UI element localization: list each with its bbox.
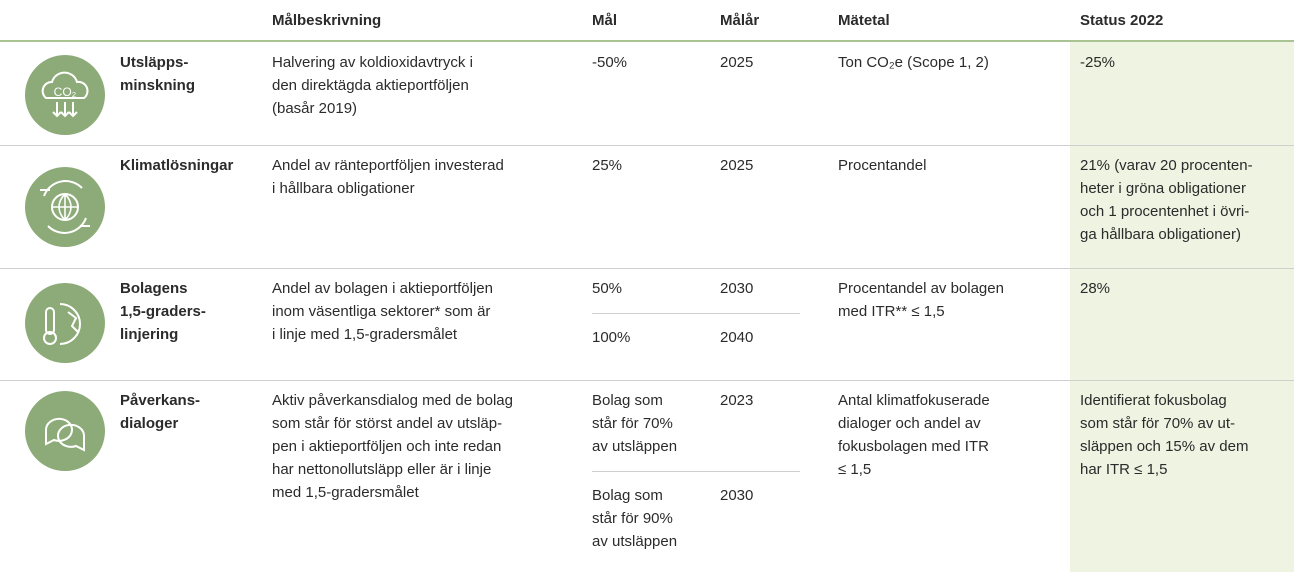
column-header: Mätetal bbox=[838, 12, 890, 29]
goal-target: 25% bbox=[592, 157, 623, 174]
goal-description: som står för störst andel av utsläp- bbox=[272, 415, 503, 432]
row-separator bbox=[0, 268, 1294, 269]
goal-status: ga hållbara obligationer) bbox=[1080, 226, 1241, 243]
goal-target: av utsläppen bbox=[592, 533, 678, 550]
goal-status: släppen och 15% av dem bbox=[1080, 438, 1249, 455]
row-separator bbox=[0, 380, 1294, 381]
goal-description: med 1,5-gradersmålet bbox=[272, 484, 419, 501]
goal-target: av utsläppen bbox=[592, 438, 678, 455]
goal-metric: ≤ 1,5 bbox=[838, 461, 872, 478]
goal-description: inom väsentliga sektorer* som är bbox=[272, 303, 491, 320]
column-header: Målbeskrivning bbox=[272, 12, 382, 29]
goal-year: 2030 bbox=[720, 487, 754, 504]
svg-text:CO₂: CO₂ bbox=[54, 85, 77, 99]
goal-metric: dialoger och andel av bbox=[838, 415, 981, 432]
goal-name: Utsläpps- bbox=[120, 54, 189, 71]
column-header: Status 2022 bbox=[1080, 12, 1164, 29]
goal-status: 28% bbox=[1080, 280, 1111, 297]
status-background bbox=[1070, 42, 1294, 572]
row-separator bbox=[0, 145, 1294, 146]
icon-alignment bbox=[25, 283, 105, 363]
icon-climate-solutions bbox=[25, 167, 105, 247]
goal-description: har nettonollutsläpp eller är i linje bbox=[272, 461, 492, 478]
goal-target: -50% bbox=[592, 54, 628, 71]
icon-emissions: CO₂ bbox=[25, 55, 105, 135]
goal-name: Påverkans- bbox=[120, 392, 201, 409]
goal-status: 21% (varav 20 procenten- bbox=[1080, 157, 1253, 174]
goal-target: står för 70% bbox=[592, 415, 673, 432]
goal-target: 50% bbox=[592, 280, 623, 297]
goal-metric: Antal klimatfokuserade bbox=[838, 392, 990, 409]
goal-description: den direktägda aktieportföljen bbox=[272, 77, 469, 94]
icon-dialogue bbox=[25, 391, 105, 471]
goal-metric: Procentandel av bolagen bbox=[838, 280, 1004, 297]
goal-status: -25% bbox=[1080, 54, 1116, 71]
goal-metric: Procentandel bbox=[838, 157, 927, 174]
goal-status: Identifierat fokusbolag bbox=[1080, 392, 1227, 409]
goal-name: dialoger bbox=[120, 415, 179, 432]
goal-target: Bolag som bbox=[592, 392, 663, 409]
goal-description: (basår 2019) bbox=[272, 100, 358, 117]
goal-year: 2030 bbox=[720, 280, 754, 297]
column-header: Målår bbox=[720, 12, 760, 29]
goal-status: har ITR ≤ 1,5 bbox=[1080, 461, 1168, 478]
goal-metric: med ITR** ≤ 1,5 bbox=[838, 303, 945, 320]
goal-description: Aktiv påverkansdialog med de bolag bbox=[272, 392, 513, 409]
goal-description: Andel av bolagen i aktieportföljen bbox=[272, 280, 493, 297]
goal-name: Bolagens bbox=[120, 280, 188, 297]
goal-description: pen i aktieportföljen och inte redan bbox=[272, 438, 502, 455]
goal-target: 100% bbox=[592, 329, 631, 346]
goal-metric: Ton CO₂e (Scope 1, 2) bbox=[838, 54, 989, 71]
goal-description: i hållbara obligationer bbox=[272, 180, 415, 197]
goal-year: 2040 bbox=[720, 329, 754, 346]
goal-status: och 1 procentenhet i övri- bbox=[1080, 203, 1250, 220]
goal-status: som står för 70% av ut- bbox=[1080, 415, 1236, 432]
goal-year: 2025 bbox=[720, 54, 754, 71]
goal-target: står för 90% bbox=[592, 510, 673, 527]
goal-description: i linje med 1,5-gradersmålet bbox=[272, 326, 458, 343]
goal-name: minskning bbox=[120, 77, 196, 94]
goal-separator bbox=[592, 313, 800, 314]
header-rule bbox=[0, 40, 1294, 42]
goal-separator bbox=[592, 471, 800, 472]
goal-metric: fokusbolagen med ITR bbox=[838, 438, 989, 455]
goal-status: heter i gröna obligationer bbox=[1080, 180, 1246, 197]
goal-description: Halvering av koldioxidavtryck i bbox=[272, 54, 473, 71]
goal-target: Bolag som bbox=[592, 487, 663, 504]
goal-name: Klimatlösningar bbox=[120, 157, 234, 174]
column-header: Mål bbox=[592, 12, 618, 29]
goal-name: linjering bbox=[120, 326, 179, 343]
goal-description: Andel av ränteportföljen investerad bbox=[272, 157, 504, 174]
goal-name: 1,5-graders- bbox=[120, 303, 206, 320]
goal-year: 2023 bbox=[720, 392, 754, 409]
goal-year: 2025 bbox=[720, 157, 754, 174]
